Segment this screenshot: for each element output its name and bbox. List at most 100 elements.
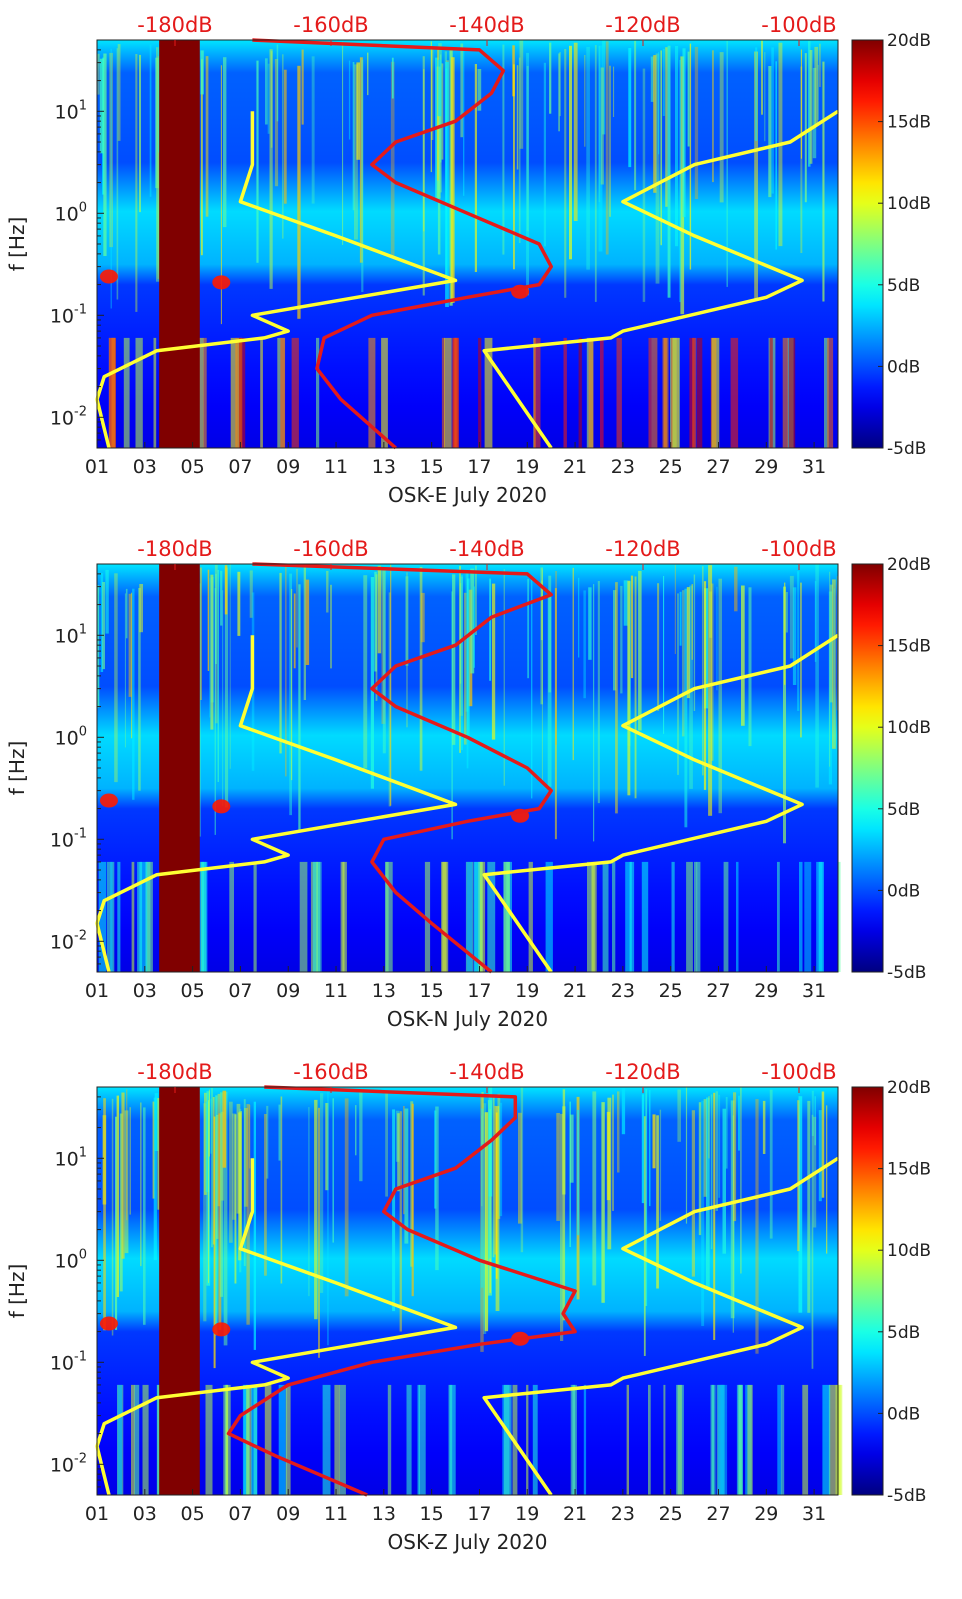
x-tick-label: 31 [802,456,826,478]
colorbar: 20dB 15dB 10dB 5dB 0dB -5dB [851,1078,931,1506]
data-gap-block [159,40,200,448]
x-tick-label: 03 [133,456,157,478]
x-tick-label: 23 [611,456,635,478]
top-tick-label: -120dB [605,537,680,561]
x-tick-label: 15 [420,980,444,1002]
colorbar-tick-label: 10dB [887,194,931,214]
y-tick-label: 10-2 [50,1451,87,1476]
x-tick-label: 31 [802,980,826,1002]
colorbar-tick-label: 20dB [887,1078,931,1098]
x-axis-title: OSK-E July 2020 [388,483,547,507]
colorbar-tick-label: 15dB [887,113,931,133]
y-axis-title: f [Hz] [5,217,29,272]
colorbar-tick-label: 5dB [887,800,920,820]
x-axis: 01 03 05 07 09 11 13 15 17 19 21 23 25 27 29 31 OSK-N Ju… [85,966,826,1031]
spectrogram-streaks [97,564,841,972]
x-tick-label: 07 [228,1503,252,1525]
top-tick-label: -180dB [137,537,212,561]
x-tick-label: 21 [563,1503,587,1525]
colorbar-tick-label: 0dB [887,881,920,901]
x-axis-title: OSK-Z July 2020 [388,1530,548,1554]
x-tick-label: 27 [706,1503,730,1525]
x-tick-label: 23 [611,1503,635,1525]
x-tick-label: 17 [467,1503,491,1525]
x-tick-label: 21 [563,980,587,1002]
colorbar-tick-label: 10dB [887,718,931,738]
spectrogram-streaks [99,1087,843,1495]
y-tick-label: 10-1 [50,1349,87,1374]
top-axis: -180dB -160dB -140dB -120dB -100dB [137,13,837,46]
panel-3: 01 03 05 07 09 11 13 15 17 19 21 23 25 27 29 31 OSK-Z Ju… [5,1060,931,1554]
colorbar-tick-label: 20dB [887,31,931,51]
top-tick-label: -180dB [137,1060,212,1084]
colorbar-tick-label: 10dB [887,1241,931,1261]
colorbar-tick-label: 20dB [887,555,931,575]
x-tick-label: 05 [181,1503,205,1525]
top-tick-label: -140dB [449,537,524,561]
x-tick-label: 25 [659,980,683,1002]
x-tick-label: 01 [85,980,109,1002]
noise-model-curve-low [95,635,458,973]
x-tick-label: 09 [276,1503,300,1525]
x-tick-label: 05 [181,980,205,1002]
x-tick-label: 07 [228,980,252,1002]
x-tick-label: 31 [802,1503,826,1525]
noise-model-curve-high [482,633,839,973]
y-tick-label: 100 [55,724,87,749]
x-tick-label: 27 [706,456,730,478]
top-tick-label: -100dB [761,1060,836,1084]
y-axis: 101 100 10-1 10-2 f [Hz] [5,39,104,449]
x-tick-label: 17 [467,456,491,478]
colorbar-tick-label: 15dB [887,637,931,657]
noise-model-curve-high [482,109,839,449]
x-axis: 01 03 05 07 09 11 13 15 17 19 21 23 25 27 29 31 OSK-Z Ju… [85,1489,826,1554]
x-tick-label: 05 [181,456,205,478]
colorbar: 20dB 15dB 10dB 5dB 0dB -5dB [851,31,931,459]
x-tick-label: 07 [228,456,252,478]
x-tick-label: 15 [420,1503,444,1525]
y-tick-label: 100 [55,200,87,225]
y-axis: 101 100 10-1 10-2 f [Hz] [5,1086,104,1496]
x-tick-label: 15 [420,456,444,478]
top-tick-label: -100dB [761,537,836,561]
top-tick-label: -120dB [605,13,680,37]
top-tick-label: -160dB [293,13,368,37]
x-tick-label: 19 [515,980,539,1002]
y-axis-title: f [Hz] [5,741,29,796]
y-axis-title: f [Hz] [5,1264,29,1319]
colorbar-tick-label: 0dB [887,1404,920,1424]
noise-model-curve-high [482,1156,839,1496]
y-tick-label: 101 [55,622,87,647]
x-tick-label: 25 [659,1503,683,1525]
y-tick-label: 10-1 [50,302,87,327]
x-tick-label: 25 [659,456,683,478]
median-psd-curve [252,562,553,974]
top-tick-label: -180dB [137,13,212,37]
noise-model-curve-low [95,1158,458,1496]
x-tick-label: 09 [276,980,300,1002]
data-gap-block [159,1087,200,1495]
colorbar-tick-label: 5dB [887,276,920,296]
x-tick-label: 17 [467,980,491,1002]
x-tick-label: 01 [85,456,109,478]
x-tick-label: 11 [324,1503,348,1525]
data-gap-block [159,564,200,972]
x-tick-label: 11 [324,456,348,478]
y-tick-label: 10-1 [50,826,87,851]
colorbar-scale [851,563,884,973]
y-tick-label: 101 [55,98,87,123]
top-tick-label: -160dB [293,1060,368,1084]
top-tick-label: -120dB [605,1060,680,1084]
x-tick-label: 11 [324,980,348,1002]
colorbar-tick-label: 0dB [887,357,920,377]
x-tick-label: 23 [611,980,635,1002]
x-tick-label: 21 [563,456,587,478]
y-tick-label: 10-2 [50,928,87,953]
x-tick-label: 03 [133,980,157,1002]
x-tick-label: 27 [706,980,730,1002]
y-axis: 101 100 10-1 10-2 f [Hz] [5,563,104,973]
colorbar-tick-label: 15dB [887,1160,931,1180]
x-tick-label: 09 [276,456,300,478]
x-tick-label: 03 [133,1503,157,1525]
